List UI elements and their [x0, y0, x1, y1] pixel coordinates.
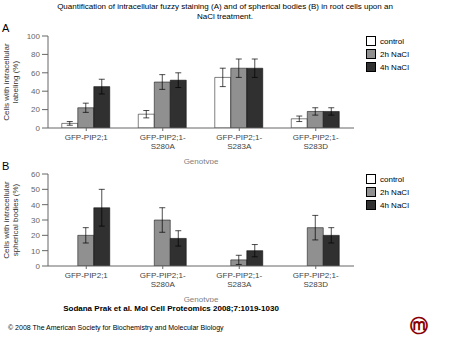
svg-text:Cells with intracellularlabeli: Cells with intracellularlabeling (%) — [8, 43, 20, 121]
html-text:A: A — [2, 22, 10, 34]
svg-text:80: 80 — [31, 50, 40, 59]
svg-text:GFP-PIP2;1-S280A: GFP-PIP2;1-S280A — [140, 271, 186, 289]
svg-text:100: 100 — [27, 32, 41, 41]
svg-text:0: 0 — [36, 124, 41, 133]
html-text:2h NaCl: 2h NaCl — [380, 49, 409, 59]
html-text:Quantification of intracellula: Quantification of intracellular fuzzy st… — [57, 2, 393, 21]
svg-text:GFP-PIP2;1-S280A: GFP-PIP2;1-S280A — [140, 133, 186, 151]
svg-text:Cells with intracellularspheri: Cells with intracellularspherical bodies… — [8, 181, 20, 259]
svg-text:GFP-PIP2;1: GFP-PIP2;1 — [65, 271, 109, 280]
svg-text:GFP-PIP2;1-S283A: GFP-PIP2;1-S283A — [216, 133, 262, 151]
svg-text:40: 40 — [31, 87, 40, 96]
svg-text:40: 40 — [31, 201, 40, 210]
svg-text:60: 60 — [31, 170, 40, 179]
svg-text:10: 10 — [31, 247, 40, 256]
html-text:B: B — [2, 160, 10, 172]
html-text:4h NaCl: 4h NaCl — [380, 62, 409, 72]
html-text:2h NaCl: 2h NaCl — [380, 187, 409, 197]
svg-text:Genotype: Genotype — [184, 295, 219, 302]
html-text:© 2008 The American Society fo: © 2008 The American Society for Biochemi… — [8, 324, 224, 331]
svg-text:GFP-PIP2;1-S283A: GFP-PIP2;1-S283A — [216, 271, 262, 289]
svg-text:20: 20 — [31, 231, 40, 240]
svg-text:GFP-PIP2;1-S283D: GFP-PIP2;1-S283D — [293, 271, 339, 289]
svg-text:20: 20 — [31, 105, 40, 114]
svg-text:30: 30 — [31, 216, 40, 225]
svg-text:GFP-PIP2;1: GFP-PIP2;1 — [65, 133, 109, 142]
html-text:4h NaCl: 4h NaCl — [380, 200, 409, 210]
html-text:control: control — [380, 174, 404, 184]
svg-text:GFP-PIP2;1-S283D: GFP-PIP2;1-S283D — [293, 133, 339, 151]
html-text:Sodana Prak et al. Mol Cell Pr: Sodana Prak et al. Mol Cell Proteomics 2… — [63, 304, 279, 313]
svg-text:Genotype: Genotype — [184, 157, 219, 164]
svg-text:50: 50 — [31, 185, 40, 194]
html-text:control: control — [380, 36, 404, 46]
svg-text:0: 0 — [36, 262, 41, 271]
svg-text:60: 60 — [31, 69, 40, 78]
